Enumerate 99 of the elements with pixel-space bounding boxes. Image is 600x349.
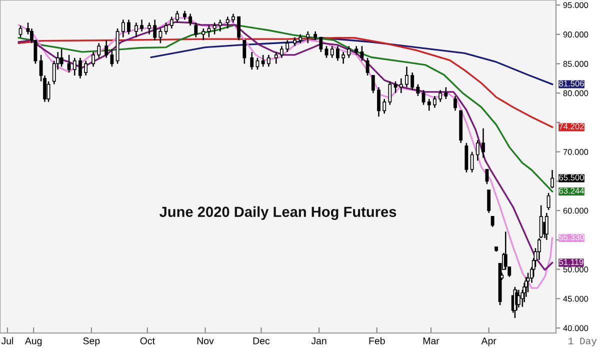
data-label: 74.202 [559, 123, 584, 130]
y-tick-label: 90.000 [563, 32, 588, 38]
candlestick [330, 45, 334, 58]
candlestick [153, 19, 157, 41]
data-label: 81.506 [559, 80, 584, 86]
candlestick [110, 48, 114, 68]
x-tick-label: Apr [481, 338, 496, 346]
candlestick [84, 60, 88, 76]
data-label: 63.244 [559, 188, 584, 194]
candlestick [250, 51, 254, 70]
candlestick [176, 10, 179, 24]
candlestick [336, 45, 340, 62]
candlestick [422, 90, 426, 106]
line-series [18, 24, 554, 192]
candlestick [360, 45, 364, 62]
x-tick-label: Jul [1, 337, 14, 344]
candlestick [482, 128, 485, 158]
x-tick-label: Dec [253, 338, 270, 344]
candlestick [516, 289, 520, 308]
candlestick [476, 139, 480, 162]
candlestick [470, 151, 474, 173]
candlestick [410, 72, 414, 91]
candlestick [72, 57, 76, 76]
candlestick [394, 80, 398, 94]
candlestick [261, 54, 265, 68]
y-tick-label: 40.000 [563, 325, 588, 332]
line-series [18, 37, 554, 128]
candlestick [242, 40, 246, 64]
candlestick [104, 40, 108, 58]
x-tick-label: Nov [197, 338, 214, 344]
candlestick [202, 28, 206, 41]
candlestick [347, 45, 351, 58]
candlestick [388, 80, 392, 106]
candlestick [405, 66, 408, 88]
candlestick [212, 22, 216, 35]
candlestick [438, 90, 442, 103]
data-label: 51.119 [559, 259, 584, 265]
candlestick [377, 86, 380, 118]
candlestick [78, 57, 82, 80]
text: 65.500 [559, 174, 584, 180]
x-tick-label: Jan [311, 338, 326, 344]
candlestick [444, 86, 448, 100]
y-tick-label: 70.000 [563, 149, 588, 155]
candlestick [487, 189, 491, 214]
candlestick [194, 22, 198, 38]
candlestick [524, 276, 528, 298]
candlestick [280, 45, 284, 58]
candlestick [319, 36, 323, 53]
candlestick [464, 142, 468, 173]
candlestick [226, 16, 230, 30]
candlestick [274, 51, 278, 64]
y-tick-label: 85.000 [563, 60, 588, 67]
x-tick-label: Sep [83, 337, 100, 346]
candlestick [366, 57, 370, 76]
candlestick [67, 54, 71, 74]
x-tick-label: Feb [369, 337, 385, 344]
candlestick [382, 98, 386, 114]
candlestick [416, 84, 420, 97]
candlestick [158, 28, 162, 44]
candlestick [148, 22, 151, 35]
candlestick [546, 192, 550, 211]
candlestick [140, 19, 144, 32]
y-tick-label: 80.000 [563, 90, 588, 96]
candlestick [324, 45, 328, 58]
y-tick-label: 45.000 [563, 296, 588, 302]
y-tick-label: 60.000 [563, 208, 588, 214]
candlestick [485, 168, 489, 185]
candlestick [306, 30, 310, 44]
candlestick [237, 16, 241, 41]
data-label: 55.330 [559, 234, 584, 240]
candlestick [433, 95, 436, 108]
candlestick [286, 40, 290, 53]
line-series [150, 37, 554, 86]
candlestick [121, 19, 125, 38]
candlestick [60, 48, 64, 68]
x-tick-label: Oct [140, 337, 155, 344]
candlestick [342, 51, 346, 64]
candlestick [371, 74, 375, 94]
x-tick-label: Aug [24, 338, 42, 346]
text: June 2020 Daily Lean Hog Futures [160, 206, 396, 220]
candlestick [18, 24, 22, 38]
text: 1 Day [568, 338, 597, 346]
y-tick-label: 95.000 [563, 2, 588, 8]
candlestick [127, 19, 130, 35]
candlestick [207, 24, 211, 38]
candlestick [170, 16, 174, 30]
candlestick [188, 13, 192, 26]
candlestick [427, 98, 431, 112]
x-tick-label: Mar [423, 338, 440, 344]
candlestick [92, 51, 96, 68]
y-tick-label: 50.000 [563, 266, 588, 272]
candlestick [218, 19, 222, 32]
candlestick [490, 216, 494, 228]
candlestick [97, 42, 101, 58]
candlestick [399, 78, 403, 94]
candlestick [164, 22, 168, 35]
candlestick [134, 22, 138, 38]
candlestick [454, 95, 457, 112]
candlestick [266, 54, 270, 68]
